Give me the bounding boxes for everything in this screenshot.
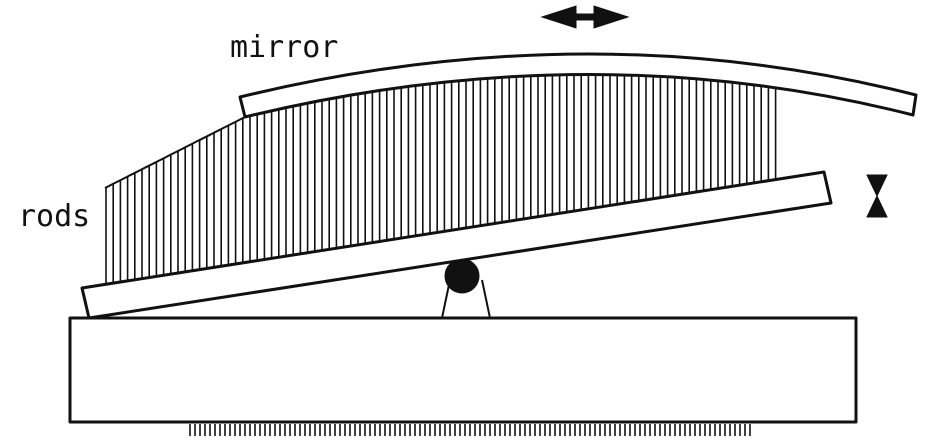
rods-label: rods [18, 199, 90, 234]
curved-mirror [238, 52, 918, 119]
double-headed-horizontal-arrow-icon [540, 5, 630, 29]
pivot-ball [444, 258, 480, 294]
base-block-tick-marks [189, 424, 751, 436]
tilted-plate [80, 170, 833, 320]
mirror-label: mirror [230, 30, 338, 65]
rods-group [105, 64, 777, 286]
double-headed-vertical-arrow-icon [866, 174, 888, 218]
base-block [68, 316, 858, 424]
